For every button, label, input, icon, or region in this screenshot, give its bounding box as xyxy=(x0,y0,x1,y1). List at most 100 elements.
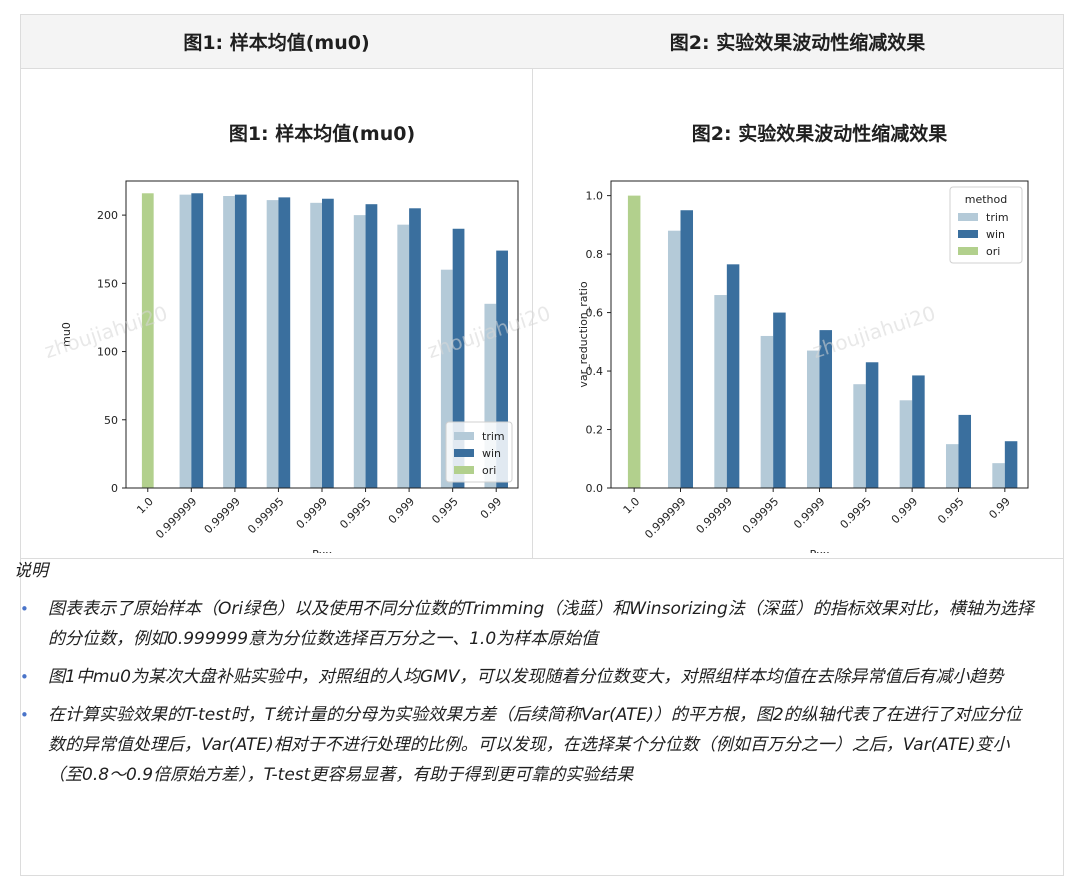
legend-swatch-trim xyxy=(454,432,474,440)
chart-title: 图1: 样本均值(mu0) xyxy=(229,122,415,145)
x-tick-label: 0.9999 xyxy=(791,495,827,531)
legend-label-win: win xyxy=(986,228,1005,241)
bar-win xyxy=(234,194,247,488)
x-tick-label: 0.995 xyxy=(935,495,966,526)
bar-win xyxy=(409,208,421,488)
x-tick-label: 1.0 xyxy=(134,495,156,517)
x-axis-label: Pxx xyxy=(810,548,830,553)
bar-trim xyxy=(714,295,727,488)
bar-trim xyxy=(667,230,681,488)
bar-win xyxy=(191,193,204,488)
bar-trim xyxy=(440,269,453,488)
bar-trim xyxy=(397,224,410,488)
chart-title: 图2: 实验效果波动性缩减效果 xyxy=(692,122,947,145)
legend-swatch-win xyxy=(454,449,474,457)
notes-list: • 图表表示了原始样本（Ori绿色）以及使用不同分位数的Trimming（浅蓝）和… xyxy=(14,594,1034,790)
bar-win xyxy=(452,228,465,488)
bar-trim xyxy=(853,384,866,488)
bar-ori xyxy=(627,195,641,488)
y-tick-label: 1.0 xyxy=(586,190,604,203)
notes-section: 说明 • 图表表示了原始样本（Ori绿色）以及使用不同分位数的Trimming（浅… xyxy=(14,556,1034,798)
bar-win xyxy=(958,414,972,488)
table-header-fig2: 图2: 实验效果波动性缩减效果 xyxy=(532,15,1063,69)
legend-swatch-ori xyxy=(958,247,978,255)
y-tick-label: 0.8 xyxy=(586,248,604,261)
bar-win xyxy=(865,362,879,488)
column-divider xyxy=(532,68,533,559)
x-tick-label: 0.9995 xyxy=(838,495,874,531)
notes-title: 说明 xyxy=(14,561,48,581)
legend-label-trim: trim xyxy=(482,430,505,443)
chart-var-reduction: 图2: 实验效果波动性缩减效果 0.0 0.2 0.4 0.6 0.8 1.0 1.0 0.99… xyxy=(543,83,1048,553)
bar-trim xyxy=(484,303,497,488)
x-tick-label: 0.999999 xyxy=(642,495,688,541)
x-tick-label: 0.99999 xyxy=(694,495,735,536)
x-axis-label: Pxx xyxy=(312,548,332,553)
x-tick-label: 0.99 xyxy=(986,495,1013,522)
x-tick-label: 0.999 xyxy=(386,495,417,526)
bar-trim xyxy=(945,444,959,488)
x-tick-label: 0.995 xyxy=(429,495,460,526)
x-tick-label: 0.99999 xyxy=(202,495,243,536)
list-item: • 图1中mu0为某次大盘补贴实验中，对照组的人均GMV，可以发现随着分位数变大，… xyxy=(14,662,1034,692)
bar-ori xyxy=(141,193,154,488)
chart-mu0: 图1: 样本均值(mu0) 0 50 100 150 200 1.0 0.999999 0.99… xyxy=(36,83,526,553)
bar-trim xyxy=(806,350,820,488)
table-header-fig1: 图1: 样本均值(mu0) xyxy=(21,15,533,69)
y-tick-label: 0.2 xyxy=(586,424,604,437)
legend-swatch-ori xyxy=(454,466,474,474)
bar-win xyxy=(773,312,786,488)
y-tick-label: 100 xyxy=(97,346,118,359)
list-item-text: 图表表示了原始样本（Ori绿色）以及使用不同分位数的Trimming（浅蓝）和W… xyxy=(48,599,1034,649)
bullet-icon: • xyxy=(20,706,29,724)
bar-trim xyxy=(992,463,1005,488)
bullet-icon: • xyxy=(20,600,29,618)
bullet-icon: • xyxy=(20,668,29,686)
bar-win xyxy=(680,210,694,488)
list-item: • 图表表示了原始样本（Ori绿色）以及使用不同分位数的Trimming（浅蓝）和… xyxy=(14,594,1034,654)
x-tick-label: 0.999999 xyxy=(153,495,199,541)
bar-trim xyxy=(899,400,913,488)
legend-label-win: win xyxy=(482,447,501,460)
bar-trim xyxy=(179,194,192,488)
legend-swatch-win xyxy=(958,230,978,238)
y-axis-label: var_reduction_ratio xyxy=(577,281,590,388)
y-tick-label: 0.6 xyxy=(586,307,604,320)
bar-trim xyxy=(266,200,279,488)
y-tick-label: 200 xyxy=(97,209,118,222)
y-tick-label: 0.4 xyxy=(586,365,604,378)
y-axis-label: mu0 xyxy=(60,322,73,347)
bar-win xyxy=(912,375,925,488)
bar-win xyxy=(1004,441,1018,488)
bar-trim xyxy=(223,196,235,488)
legend-swatch-trim xyxy=(958,213,978,221)
list-item: • 在计算实验效果的T-test时，T统计量的分母为实验效果方差（后续简称Var(… xyxy=(14,700,1034,790)
y-tick-label: 0 xyxy=(111,482,118,495)
list-item-text: 在计算实验效果的T-test时，T统计量的分母为实验效果方差（后续简称Var(A… xyxy=(48,705,1022,785)
x-tick-label: 0.99 xyxy=(478,495,505,522)
list-item-text: 图1中mu0为某次大盘补贴实验中，对照组的人均GMV，可以发现随着分位数变大，对… xyxy=(48,667,1004,687)
legend-label-ori: ori xyxy=(482,464,496,477)
comparison-table: 图1: 样本均值(mu0) 图2: 实验效果波动性缩减效果 图1: 样本均值(m… xyxy=(20,14,1064,876)
bar-win xyxy=(365,204,378,488)
bar-trim xyxy=(353,215,366,488)
legend-label-trim: trim xyxy=(986,211,1009,224)
row-divider xyxy=(21,558,1063,559)
legend-label-ori: ori xyxy=(986,245,1000,258)
x-tick-label: 0.99995 xyxy=(245,495,286,536)
bar-win xyxy=(278,197,291,488)
legend-title: method xyxy=(965,193,1007,206)
x-tick-label: 1.0 xyxy=(621,495,643,517)
bar-win xyxy=(322,198,334,488)
bar-trim xyxy=(310,202,322,488)
x-tick-label: 0.99995 xyxy=(740,495,781,536)
bar-win xyxy=(496,250,508,488)
bar-win xyxy=(726,264,740,488)
x-tick-label: 0.9999 xyxy=(294,495,330,531)
x-tick-label: 0.9995 xyxy=(337,495,373,531)
legend-box xyxy=(949,186,1023,264)
y-tick-label: 50 xyxy=(104,414,118,427)
x-tick-label: 0.999 xyxy=(889,495,920,526)
y-tick-label: 150 xyxy=(97,277,118,290)
